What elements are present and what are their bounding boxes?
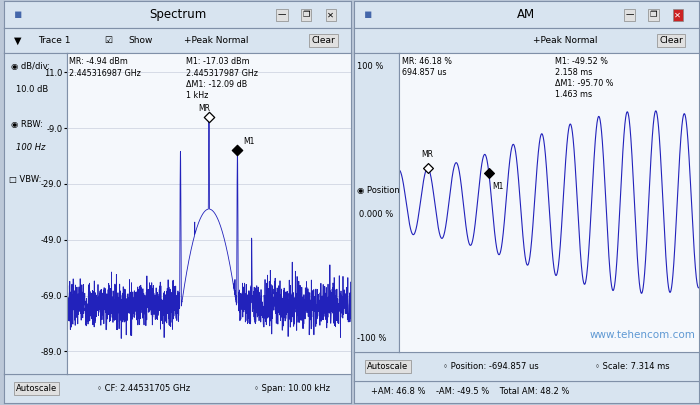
Text: Trace 1: Trace 1 xyxy=(38,36,71,45)
Text: ◉ dB/div:: ◉ dB/div: xyxy=(11,62,50,71)
Text: M1: -17.03 dBm
2.445317987 GHz
ΔM1: -12.09 dB
1 kHz: M1: -17.03 dBm 2.445317987 GHz ΔM1: -12.… xyxy=(186,58,258,100)
Text: ❐: ❐ xyxy=(650,10,657,19)
Text: www.tehencom.com: www.tehencom.com xyxy=(589,330,696,339)
Text: AM: AM xyxy=(517,8,535,21)
Text: ✕: ✕ xyxy=(327,10,334,19)
Text: Autoscale: Autoscale xyxy=(16,384,57,393)
Text: ◦ CF: 2.44531705 GHz: ◦ CF: 2.44531705 GHz xyxy=(97,384,190,393)
Text: MR: -4.94 dBm
2.445316987 GHz: MR: -4.94 dBm 2.445316987 GHz xyxy=(69,58,141,78)
Text: ▪: ▪ xyxy=(364,8,372,21)
Text: □ VBW:: □ VBW: xyxy=(8,175,41,184)
Text: ▼: ▼ xyxy=(14,36,22,45)
Text: ◦ Position: -694.857 us: ◦ Position: -694.857 us xyxy=(443,362,539,371)
Text: Autoscale: Autoscale xyxy=(368,362,409,371)
Text: 0.000 %: 0.000 % xyxy=(359,209,393,219)
Point xyxy=(483,170,494,176)
Point xyxy=(203,113,214,120)
Point xyxy=(422,165,433,171)
Text: Clear: Clear xyxy=(312,36,335,45)
Text: —: — xyxy=(278,10,286,19)
Text: 100 Hz: 100 Hz xyxy=(16,143,46,151)
Text: MR: MR xyxy=(199,104,211,113)
Text: Show: Show xyxy=(129,36,153,45)
Text: ✕: ✕ xyxy=(674,10,681,19)
Text: 10.0 dB: 10.0 dB xyxy=(16,85,48,94)
Text: ◦ Span: 10.00 kHz: ◦ Span: 10.00 kHz xyxy=(254,384,330,393)
Point xyxy=(232,147,243,154)
Text: ◉ RBW:: ◉ RBW: xyxy=(11,120,43,129)
Text: MR: 46.18 %
694.857 us: MR: 46.18 % 694.857 us xyxy=(402,57,452,77)
Text: M1: M1 xyxy=(243,137,255,146)
Text: MR: MR xyxy=(421,150,433,159)
Text: M1: -49.52 %
2.158 ms
ΔM1: -95.70 %
1.463 ms: M1: -49.52 % 2.158 ms ΔM1: -95.70 % 1.46… xyxy=(555,57,613,100)
Text: +Peak Normal: +Peak Normal xyxy=(533,36,598,45)
Text: M1: M1 xyxy=(492,182,503,191)
Text: +AM: 46.8 %    -AM: -49.5 %    Total AM: 48.2 %: +AM: 46.8 % -AM: -49.5 % Total AM: 48.2 … xyxy=(371,387,569,396)
Text: —: — xyxy=(625,10,634,19)
Text: -100 %: -100 % xyxy=(357,334,386,343)
Text: Clear: Clear xyxy=(659,36,683,45)
Text: Spectrum: Spectrum xyxy=(149,8,206,21)
Text: ❐: ❐ xyxy=(302,10,310,19)
Text: ☑: ☑ xyxy=(104,36,113,45)
Text: +Peak Normal: +Peak Normal xyxy=(184,36,249,45)
Text: 100 %: 100 % xyxy=(357,62,384,70)
Text: ◦ Scale: 7.314 ms: ◦ Scale: 7.314 ms xyxy=(595,362,670,371)
Text: ◉ Position:: ◉ Position: xyxy=(357,185,402,195)
Text: ▪: ▪ xyxy=(14,8,22,21)
